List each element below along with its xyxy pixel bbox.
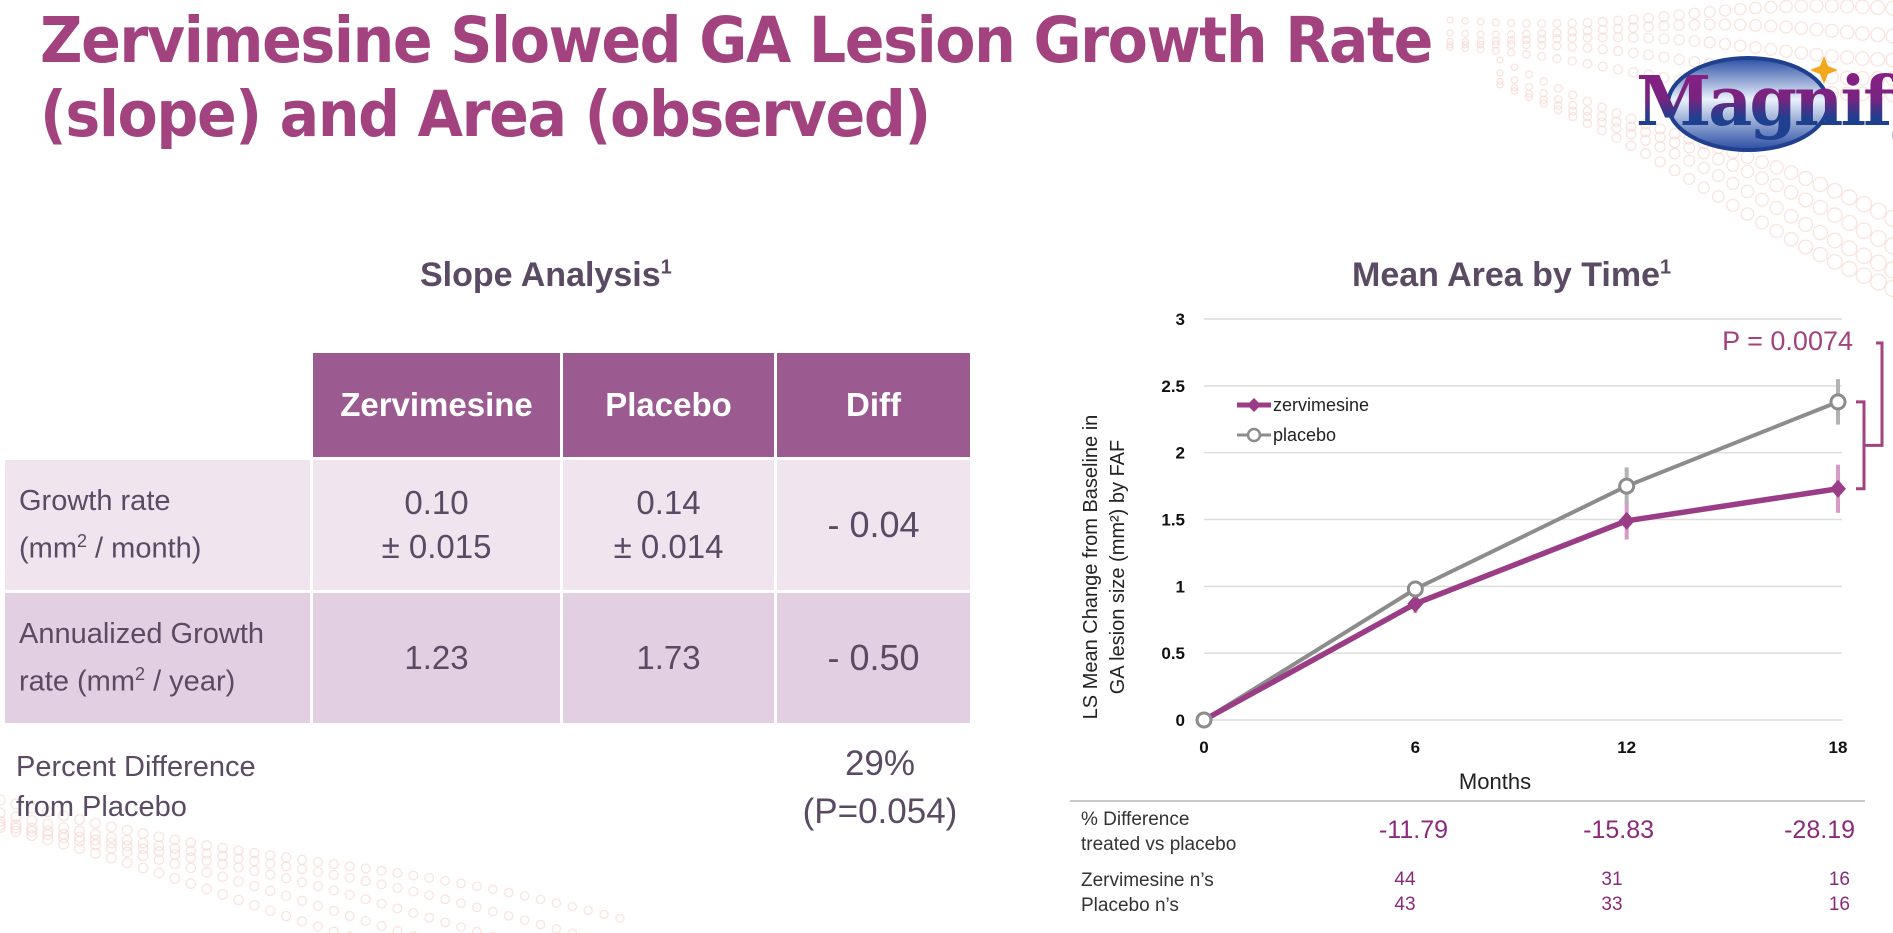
percent-difference-label: Percent Difference from Placebo — [16, 747, 256, 827]
cell-zervimesine-annualized: 1.23 — [313, 593, 560, 723]
y-axis-label-line2: GA lesion size (mm²) by FAF — [1107, 440, 1129, 695]
y-tick-label: 1 — [1176, 577, 1185, 596]
placebo-n-12mo: 33 — [1601, 894, 1623, 915]
cell-zervimesine-growth: 0.10 ± 0.015 — [313, 460, 560, 590]
row-label-growth-rate: Growth rate (mm2 / month) — [5, 460, 310, 590]
placebo-n-6mo: 43 — [1394, 894, 1416, 915]
zervimesine-n-12mo: 31 — [1601, 869, 1623, 890]
magnify-logo: Magnify — [1630, 52, 1893, 162]
row-label-line1: Annualized Growth — [19, 618, 265, 651]
row-label-annualized: Annualized Growth rate (mm2 / year) — [5, 593, 310, 723]
placebo-ns-label: Placebo n’s — [1081, 895, 1179, 916]
cell-diff-annualized: - 0.50 — [777, 593, 970, 723]
zervimesine-point — [1830, 479, 1846, 498]
y-axis-label-line1: LS Mean Change from Baseline in — [1080, 415, 1102, 720]
value: 0.10 — [404, 484, 469, 521]
header-diff: Diff — [777, 353, 970, 457]
pct-diff-6mo: -11.79 — [1378, 816, 1448, 844]
superscript: 2 — [76, 531, 87, 552]
p-value: (P=0.054) — [802, 792, 958, 831]
row-label-line2: (mm — [19, 532, 77, 565]
zervimesine-ns-label: Zervimesine n’s — [1081, 870, 1214, 891]
table-row: Growth rate (mm2 / month) 0.10 ± 0.015 0… — [5, 460, 970, 590]
bracket-inner — [1856, 400, 1866, 491]
slope-analysis-table: Zervimesine Placebo Diff Growth rate (mm… — [2, 350, 973, 726]
y-tick-label: 3 — [1176, 310, 1185, 329]
header-zervimesine: Zervimesine — [313, 353, 560, 457]
pct-diff-label: % Difference treated vs placebo — [1081, 807, 1236, 857]
zervimesine-point — [1618, 511, 1635, 530]
legend-zervimesine-marker — [1247, 398, 1261, 412]
placebo-n-18mo: 16 — [1828, 894, 1850, 915]
legend-placebo-marker — [1246, 427, 1262, 443]
value: 0.14 — [636, 484, 701, 521]
placebo-point — [1195, 711, 1213, 729]
row-label-line2-end: / year) — [145, 665, 236, 698]
cell-placebo-growth: 0.14 ± 0.014 — [563, 460, 774, 590]
zervimesine-n-18mo: 16 — [1828, 869, 1850, 890]
placebo-point — [1406, 580, 1424, 598]
zervimesine-point — [1407, 594, 1424, 613]
header-placebo: Placebo — [563, 353, 774, 457]
label-line1: % Difference — [1081, 809, 1190, 830]
slope-title-text: Slope Analysis — [420, 256, 661, 294]
x-tick-label: 0 — [1199, 738, 1208, 757]
bracket-outer — [1864, 341, 1884, 447]
logo-ellipse-icon — [1666, 56, 1838, 152]
error-value: ± 0.014 — [613, 528, 724, 565]
placebo-point — [1618, 477, 1636, 495]
chart-title: Mean Area by Time1 — [1352, 256, 1671, 295]
row-label-line2-end: / month) — [87, 532, 202, 565]
legend-zervimesine-label: zervimesine — [1273, 395, 1369, 415]
x-tick-label: 12 — [1617, 738, 1636, 757]
zervimesine-line — [1202, 486, 1839, 723]
label-line1: Percent Difference — [16, 751, 256, 783]
label-line2: treated vs placebo — [1081, 834, 1237, 855]
logo-text: Magnify — [1636, 62, 1893, 142]
footnote-marker: 1 — [660, 256, 672, 279]
table-header-row: Zervimesine Placebo Diff — [5, 353, 970, 457]
x-axis-label: Months — [1459, 769, 1531, 794]
y-tick-label: 2.5 — [1161, 377, 1185, 396]
placebo-point — [1829, 393, 1847, 411]
table-row: Annualized Growth rate (mm2 / year) 1.23… — [5, 593, 970, 723]
percent-difference-value: 29% (P=0.054) — [780, 740, 980, 836]
y-tick-label: 2 — [1176, 444, 1185, 463]
pct-diff-18mo: -28.19 — [1784, 816, 1855, 844]
p-value-annotation: P = 0.0074 — [1722, 326, 1853, 356]
x-tick-label: 18 — [1829, 738, 1848, 757]
label-line2: from Placebo — [16, 791, 187, 823]
error-value: ± 0.015 — [381, 528, 492, 565]
pct-diff-12mo: -15.83 — [1583, 816, 1654, 844]
y-tick-label: 0 — [1176, 711, 1185, 730]
row-label-line1: Growth rate — [19, 485, 171, 518]
y-tick-label: 1.5 — [1161, 511, 1185, 530]
footnote-marker: 1 — [1660, 256, 1672, 279]
x-tick-label: 6 — [1411, 738, 1420, 757]
title-line-2: (slope) and Area (observed) — [40, 78, 931, 151]
divider — [1070, 800, 1865, 802]
superscript: 2 — [135, 664, 146, 685]
cell-diff-growth: - 0.04 — [777, 460, 970, 590]
zervimesine-n-6mo: 44 — [1394, 869, 1416, 890]
cell-placebo-annualized: 1.73 — [563, 593, 774, 723]
row-label-line2: rate (mm — [19, 665, 135, 698]
title-line-1: Zervimesine Slowed GA Lesion Growth Rate — [40, 4, 1433, 77]
placebo-line — [1202, 400, 1839, 722]
y-tick-label: 0.5 — [1161, 644, 1185, 663]
slide-title: Zervimesine Slowed GA Lesion Growth Rate… — [40, 4, 1433, 152]
legend-placebo-label: placebo — [1273, 425, 1336, 445]
slope-analysis-title: Slope Analysis1 — [420, 256, 672, 295]
chart-title-text: Mean Area by Time — [1352, 256, 1661, 294]
percent-value: 29% — [844, 744, 916, 783]
